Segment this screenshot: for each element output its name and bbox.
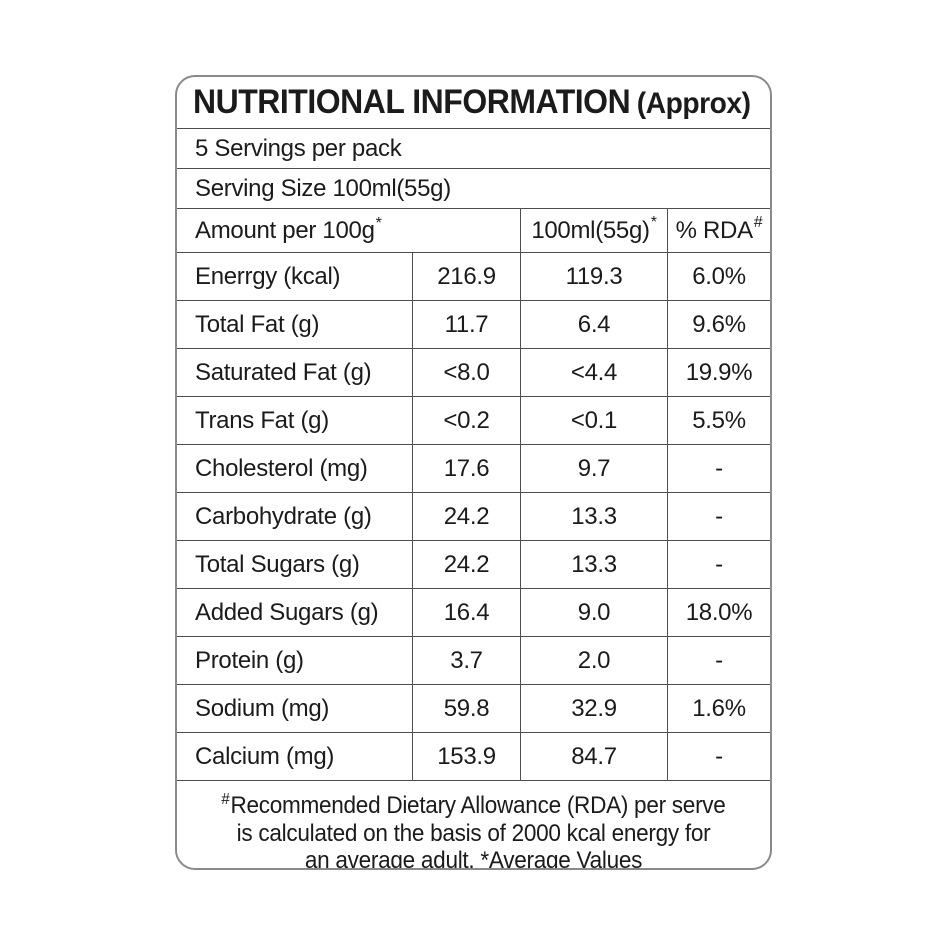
value-per-serving: 84.7 [520,733,667,780]
footnote-marker: # [221,791,230,808]
header-per-serving: 100ml(55g) * [520,209,667,252]
nutrient-label: Cholesterol (mg) [195,454,368,482]
nutrient-label: Total Sugars (g) [195,550,360,578]
table-row: Enerrgy (kcal) 216.9 119.3 6.0% [177,253,770,301]
value-per-100g: 16.4 [412,589,520,636]
nutrient-label: Saturated Fat (g) [195,358,372,386]
value-rda-percent: 5.5% [667,397,770,444]
header-amount-per-100g: Amount per 100g * [177,209,520,252]
value-per-100g: <0.2 [412,397,520,444]
value-per-serving: 32.9 [520,685,667,732]
value-per-100g: 11.7 [412,301,520,348]
footnote-line-1: #Recommended Dietary Allowance (RDA) per… [221,791,726,819]
nutrient-label: Enerrgy (kcal) [195,262,341,290]
value-per-serving: <0.1 [520,397,667,444]
value-rda-percent: - [667,541,770,588]
table-row: Cholesterol (mg) 17.6 9.7 - [177,445,770,493]
table-header-row: Amount per 100g * 100ml(55g) * % RDA # [177,209,770,253]
value-per-100g: 216.9 [412,253,520,300]
value-rda-percent: - [667,493,770,540]
value-rda-percent: 18.0% [667,589,770,636]
table-row: Carbohydrate (g) 24.2 13.3 - [177,493,770,541]
value-rda-percent: 19.9% [667,349,770,396]
header-rda-percent: % RDA # [667,209,770,252]
nutrient-label: Sodium (mg) [195,694,330,722]
value-rda-percent: 1.6% [667,685,770,732]
nutrient-rows: Enerrgy (kcal) 216.9 119.3 6.0% Total Fa… [177,253,770,781]
nutrient-label: Protein (g) [195,646,304,674]
table-row: Total Sugars (g) 24.2 13.3 - [177,541,770,589]
header-amount-sup: * [375,215,382,232]
value-rda-percent: 9.6% [667,301,770,348]
value-rda-percent: 6.0% [667,253,770,300]
table-row: Sodium (mg) 59.8 32.9 1.6% [177,685,770,733]
value-per-serving: 13.3 [520,493,667,540]
nutrient-label: Total Fat (g) [195,310,320,338]
footnote-line-2: is calculated on the basis of 2000 kcal … [236,819,711,847]
header-rda-sup: # [753,214,763,231]
value-per-serving: 119.3 [520,253,667,300]
value-per-100g: 17.6 [412,445,520,492]
table-row: Calcium (mg) 153.9 84.7 - [177,733,770,781]
value-per-100g: 24.2 [412,541,520,588]
footnote-line-3: an average adult. *Average Values [304,847,643,870]
value-per-serving: <4.4 [520,349,667,396]
value-per-serving: 13.3 [520,541,667,588]
nutrient-label: Carbohydrate (g) [195,502,372,530]
nutrient-label: Trans Fat (g) [195,406,329,434]
value-per-serving: 9.7 [520,445,667,492]
panel-title: NUTRITIONAL INFORMATION (Approx) [193,83,751,122]
nutrition-facts-panel: NUTRITIONAL INFORMATION (Approx) 5 Servin… [175,75,772,870]
table-row: Protein (g) 3.7 2.0 - [177,637,770,685]
nutrient-label: Calcium (mg) [195,742,335,770]
table-row: Added Sugars (g) 16.4 9.0 18.0% [177,589,770,637]
value-per-serving: 9.0 [520,589,667,636]
table-row: Saturated Fat (g) <8.0 <4.4 19.9% [177,349,770,397]
value-per-serving: 6.4 [520,301,667,348]
value-per-100g: 153.9 [412,733,520,780]
header-per-serving-sup: * [650,214,657,231]
value-per-100g: 59.8 [412,685,520,732]
panel-title-suffix: (Approx) [636,87,751,120]
value-rda-percent: - [667,733,770,780]
value-per-100g: <8.0 [412,349,520,396]
value-rda-percent: - [667,637,770,684]
panel-title-main: NUTRITIONAL INFORMATION [193,83,631,121]
table-row: Trans Fat (g) <0.2 <0.1 5.5% [177,397,770,445]
header-amount-label: Amount per 100g [195,216,375,244]
footnote: #Recommended Dietary Allowance (RDA) per… [177,781,770,870]
value-per-100g: 3.7 [412,637,520,684]
header-per-serving-label: 100ml(55g) [531,216,650,244]
value-rda-percent: - [667,445,770,492]
serving-size-row: Serving Size 100ml(55g) [177,169,770,209]
servings-per-pack-row: 5 Servings per pack [177,129,770,169]
value-per-serving: 2.0 [520,637,667,684]
table-row: Total Fat (g) 11.7 6.4 9.6% [177,301,770,349]
panel-title-row: NUTRITIONAL INFORMATION (Approx) [177,77,770,129]
value-per-100g: 24.2 [412,493,520,540]
nutrient-label: Added Sugars (g) [195,598,379,626]
header-rda-label: % RDA [675,216,753,244]
